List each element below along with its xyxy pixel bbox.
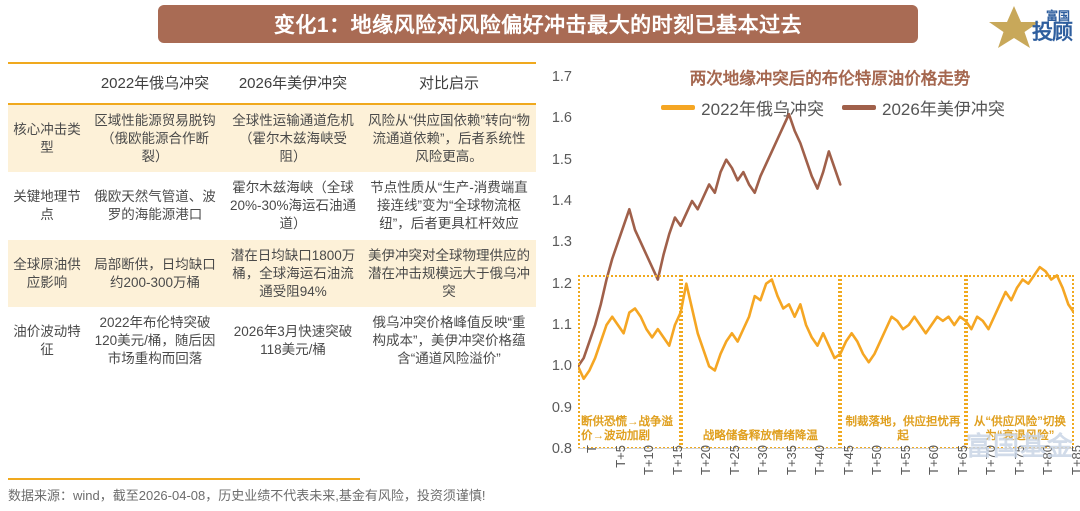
y-tick-label: 1.0	[551, 358, 572, 375]
x-tick-label: T+55	[897, 445, 913, 475]
source-note: 数据来源：wind，截至2026-04-08，历史业绩不代表未来,基金有风险，投…	[8, 488, 486, 503]
annotation-label: 制裁落地，供应担忧再起	[845, 415, 961, 442]
x-tick-label: T+70	[983, 445, 999, 475]
row-cell: 2026年3月快速突破118美元/桶	[233, 324, 353, 358]
brand-bottom-text: 投顾	[1032, 20, 1073, 44]
legend-item-series-0: 2022年俄乌冲突	[661, 95, 824, 120]
table-row: 全球原油供应影响 局部断供，日均缺口约200-300万桶 潜在日均缺口1800万…	[8, 239, 536, 308]
y-tick-label: 1.5	[551, 151, 572, 168]
source-divider	[8, 478, 360, 480]
table-col-header-3: 对比启示	[362, 62, 536, 105]
y-tick-label: 1.3	[551, 234, 572, 251]
legend-label: 2026年美伊冲突	[882, 100, 1005, 119]
row-label: 关键地理节点	[13, 189, 81, 223]
table-row: 关键地理节点 俄欧天然气管道、波罗的海能源港口 霍尔木兹海峡（全球20%-30%…	[8, 172, 536, 239]
row-cell: 区域性能源贸易脱钩（俄欧能源合作断裂）	[86, 104, 224, 173]
table-row: 油价波动特征 2022年布伦特突破120美元/桶，随后因市场重构而回落 2026…	[8, 307, 536, 374]
y-axis: 1.7 1.6 1.5 1.4 1.3 1.2 1.1 1.0 0.9 0.8	[540, 69, 576, 457]
row-cell: 俄欧天然气管道、波罗的海能源港口	[94, 189, 216, 223]
legend-label: 2022年俄乌冲突	[701, 100, 824, 119]
table-header: 2022年俄乌冲突 2026年美伊冲突 对比启示	[8, 62, 536, 105]
brand-logo: 富国 投顾	[940, 3, 1073, 49]
x-tick-label: T+60	[926, 445, 942, 475]
annotation-label: 从“供应风险”切换为“衰退风险”	[973, 415, 1066, 442]
row-cell: 风险从“供应国依赖”转向“物流通道依赖”，后者系统性风险更高。	[362, 104, 536, 173]
row-label: 核心冲击类型	[8, 104, 86, 173]
comparison-table-container: 2022年俄乌冲突 2026年美伊冲突 对比启示 核心冲击类型 区域性能源贸易脱…	[8, 62, 536, 472]
chart-title: 两次地缘冲突后的布伦特原油价格走势	[689, 70, 971, 88]
series-line-0	[578, 265, 1074, 381]
comparison-table: 2022年俄乌冲突 2026年美伊冲突 对比启示 核心冲击类型 区域性能源贸易脱…	[8, 62, 536, 375]
annotation-label: 战略储备释放情绪降温	[702, 429, 818, 442]
y-tick-label: 1.6	[551, 110, 572, 127]
x-tick-label: T+45	[840, 445, 856, 475]
legend-swatch-icon	[842, 105, 876, 110]
page-title: 变化1：地缘风险对风险偏好冲击最大的时刻已基本过去	[158, 5, 918, 43]
row-cell: 2022年布伦特突破120美元/桶，随后因市场重构而回落	[94, 315, 216, 366]
x-axis-labels: T T+5 T+10 T+15 T+20 T+25 T+30 T+35 T+40 T+45 T+50…	[578, 445, 1080, 485]
row-cell: 节点性质从“生产-消费端直接连线”变为“全球物流枢纽”，后者更具杠杆效应	[370, 180, 528, 232]
y-tick-label: 1.1	[551, 317, 572, 333]
x-tick-label: T+25	[726, 445, 742, 475]
table-col-header-2: 2026年美伊冲突	[224, 62, 362, 105]
x-tick-label: T+10	[641, 445, 656, 475]
x-tick-label: T	[584, 445, 599, 453]
row-cell: 全球性运输通道危机（霍尔木兹海峡受阻）	[224, 104, 362, 173]
table-header-row: 2022年俄乌冲突 2026年美伊冲突 对比启示	[8, 62, 536, 105]
row-label: 全球原油供应影响	[8, 239, 86, 308]
y-tick-label: 0.8	[551, 441, 572, 457]
y-tick-label: 1.2	[551, 275, 572, 292]
chart-legend: 2022年俄乌冲突 2026年美伊冲突	[598, 95, 1068, 120]
x-tick-label: T+30	[755, 445, 771, 475]
chart: 两次地缘冲突后的布伦特原油价格走势 2022年俄乌冲突 2026年美伊冲突 1.…	[540, 55, 1080, 485]
x-tick-label: T+40	[812, 445, 828, 475]
star-icon	[989, 6, 1039, 48]
table-body: 核心冲击类型 区域性能源贸易脱钩（俄欧能源合作断裂） 全球性运输通道危机（霍尔木…	[8, 104, 536, 375]
y-tick-label: 1.7	[551, 69, 572, 85]
table-row: 核心冲击类型 区域性能源贸易脱钩（俄欧能源合作断裂） 全球性运输通道危机（霍尔木…	[8, 104, 536, 173]
legend-swatch-icon	[661, 105, 696, 110]
row-cell: 霍尔木兹海峡（全球20%-30%海运石油通道）	[229, 180, 357, 232]
table-col-header-0	[8, 62, 86, 105]
x-tick-label: T+80	[1040, 445, 1056, 475]
row-cell: 俄乌冲突价格峰值反映“重构成本”，美伊冲突价格蕴含“通道风险溢价”	[372, 315, 526, 366]
y-tick-label: 1.4	[551, 193, 572, 209]
x-axis-line	[578, 448, 1074, 449]
x-tick-label: T+65	[954, 445, 970, 475]
row-cell: 潜在日均缺口1800万桶，全球海运石油流通受阻94%	[224, 239, 362, 308]
legend-item-series-1: 2026年美伊冲突	[842, 95, 1005, 120]
row-cell: 局部断供，日均缺口约200-300万桶	[86, 239, 224, 308]
page-title-text: 变化1：地缘风险对风险偏好冲击最大的时刻已基本过去	[273, 14, 803, 37]
x-tick-label: T+35	[783, 445, 799, 475]
row-label: 油价波动特征	[13, 324, 81, 358]
source-note-container: 数据来源：wind，截至2026-04-08，历史业绩不代表未来,基金有风险，投…	[8, 478, 708, 504]
x-tick-label: T+75	[1011, 445, 1027, 475]
series-line-1	[578, 112, 842, 368]
annotation-label: 断供恐慌→战争溢价→波动加剧	[581, 415, 673, 442]
y-tick-label: 0.9	[551, 399, 572, 416]
row-cell: 美伊冲突对全球物理供应的潜在冲击规模远大于俄乌冲突	[362, 239, 536, 308]
x-tick-label: T+85	[1068, 445, 1080, 475]
x-tick-label: T+50	[869, 445, 885, 475]
x-tick-label: T+20	[698, 445, 714, 475]
x-tick-label: T+5	[612, 445, 628, 468]
series-lines	[578, 112, 1074, 381]
plot-area: 断供恐慌→战争溢价→波动加剧战略储备释放情绪降温 制裁落地，供应担忧再起 从“供应风…	[578, 77, 1074, 449]
x-tick-label: T+15	[669, 445, 685, 475]
brand-top-text: 富国	[1046, 8, 1071, 23]
plot-inner: 断供恐慌→战争溢价→波动加剧战略储备释放情绪降温 制裁落地，供应担忧再起 从“供应风…	[578, 77, 1074, 449]
table-col-header-1: 2022年俄乌冲突	[86, 62, 224, 105]
header: 变化1：地缘风险对风险偏好冲击最大的时刻已基本过去 富国 投顾	[0, 0, 1080, 52]
